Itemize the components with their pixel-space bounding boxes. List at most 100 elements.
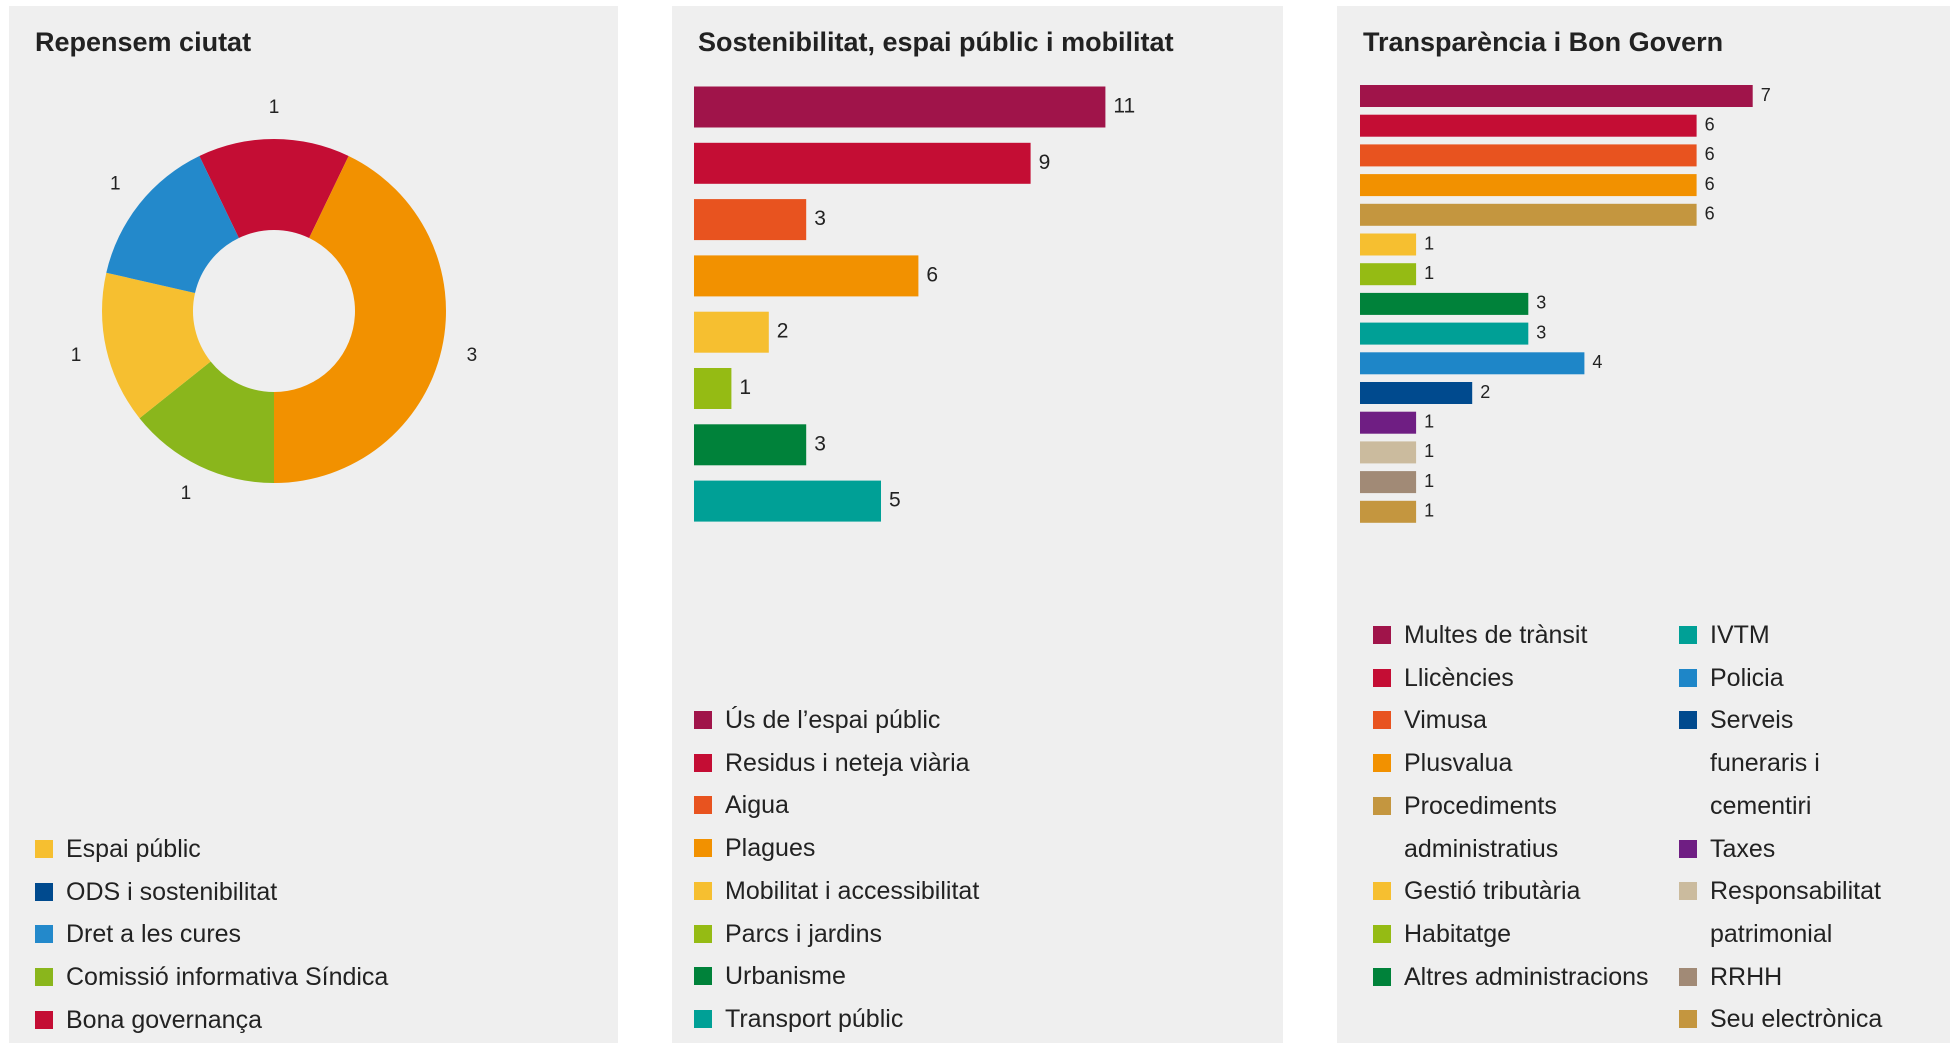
legend-item: Gestió tributària bbox=[1373, 870, 1653, 913]
legend-swatch bbox=[1373, 711, 1391, 730]
legend-item: Procediments administratius bbox=[1373, 785, 1653, 870]
bar bbox=[1360, 292, 1529, 315]
bar bbox=[1360, 144, 1697, 167]
value-label: 6 bbox=[1705, 174, 1715, 194]
value-label: 1 bbox=[1424, 233, 1434, 253]
legend-item: Urbanisme bbox=[694, 955, 1214, 998]
legend-swatch bbox=[694, 1009, 712, 1028]
legend-label: Llicències bbox=[1404, 663, 1514, 692]
value-label: 1 bbox=[181, 483, 192, 504]
legend-label: Comissió informativa Síndica bbox=[66, 963, 389, 992]
value-label: 1 bbox=[110, 173, 121, 194]
legend-item: Taxes bbox=[1679, 828, 1891, 871]
legend-item: Plusvalua bbox=[1373, 742, 1653, 785]
legend-item: IVTM bbox=[1679, 614, 1891, 657]
legend-item: RRHH bbox=[1679, 956, 1891, 999]
bar bbox=[694, 368, 732, 409]
value-label: 3 bbox=[1536, 322, 1546, 342]
value-label: 1 bbox=[269, 97, 280, 118]
value-label: 3 bbox=[467, 345, 478, 366]
legend-label: Aigua bbox=[725, 791, 789, 820]
bar bbox=[1360, 500, 1417, 523]
bar bbox=[694, 480, 881, 522]
bar bbox=[694, 199, 807, 241]
value-label: 1 bbox=[1424, 441, 1434, 461]
legend-item: Habitatge bbox=[1373, 913, 1653, 956]
legend-swatch bbox=[1679, 626, 1697, 644]
legend-swatch bbox=[694, 924, 712, 943]
slice bbox=[106, 156, 239, 293]
legend-label: Plagues bbox=[725, 834, 816, 863]
bar bbox=[1360, 85, 1753, 107]
bar bbox=[694, 142, 1031, 184]
legend-label: ODS i sostenibilitat bbox=[66, 877, 278, 906]
bar bbox=[1360, 441, 1417, 464]
legend-swatch bbox=[35, 968, 53, 987]
legend-label: Ús de l’espai públic bbox=[725, 706, 941, 734]
slice bbox=[102, 272, 211, 419]
legend-swatch bbox=[35, 1010, 53, 1029]
legend-label: Habitatge bbox=[1404, 919, 1512, 948]
legend: Ús de l’espai públic Residus i neteja vià… bbox=[694, 699, 1214, 1041]
bar bbox=[1360, 233, 1417, 256]
legend-label: Mobilitat i accessibilitat bbox=[725, 876, 980, 905]
bar bbox=[1360, 352, 1585, 375]
bar bbox=[1360, 114, 1697, 137]
legend: Multes de trànsit Llicències Vimusa Plusval… bbox=[1373, 614, 1653, 998]
bar bbox=[1360, 382, 1473, 404]
legend-label: Transport públic bbox=[725, 1004, 904, 1033]
legend-item: Transport públic bbox=[694, 998, 1214, 1041]
legend-item: Serveis funeraris i cementiri bbox=[1679, 699, 1891, 827]
legend-swatch bbox=[35, 925, 53, 944]
legend-item: Altres administracions bbox=[1373, 956, 1653, 999]
value-label: 7 bbox=[1761, 85, 1771, 105]
legend-item: Seu electrònica bbox=[1679, 998, 1891, 1041]
legend-label: Dret a les cures bbox=[66, 920, 242, 949]
legend-label: RRHH bbox=[1710, 962, 1783, 991]
legend-item: Dret a les cures bbox=[35, 913, 595, 956]
value-label: 1 bbox=[1424, 501, 1434, 521]
legend-label: Plusvalua bbox=[1404, 749, 1513, 778]
legend-item: Ús de l’espai públic bbox=[694, 699, 1214, 742]
legend-label: Seu electrònica bbox=[1710, 1005, 1883, 1034]
legend-item: Parcs i jardins bbox=[694, 913, 1214, 956]
legend-label: Vimusa bbox=[1404, 706, 1487, 735]
value-label: 3 bbox=[814, 207, 826, 230]
legend-swatch bbox=[1373, 626, 1391, 644]
value-label: 1 bbox=[71, 345, 82, 366]
slice bbox=[274, 156, 446, 483]
legend-swatch bbox=[1679, 668, 1697, 687]
legend-swatch bbox=[1373, 924, 1391, 943]
legend-item: Multes de trànsit bbox=[1373, 614, 1653, 657]
legend-label: Urbanisme bbox=[725, 962, 846, 991]
bar bbox=[1360, 174, 1697, 197]
legend-label: Bona governança bbox=[66, 1005, 262, 1034]
value-label: 6 bbox=[1705, 144, 1715, 164]
slice bbox=[139, 361, 274, 483]
legend-item: Espai públic bbox=[35, 828, 595, 871]
legend-label: IVTM bbox=[1710, 621, 1770, 649]
bar bbox=[1360, 203, 1697, 226]
legend-swatch bbox=[694, 881, 712, 900]
legend-item: Aigua bbox=[694, 784, 1214, 827]
legend-item: ODS i sostenibilitat bbox=[35, 871, 595, 914]
legend-swatch bbox=[694, 839, 712, 858]
value-label: 6 bbox=[1705, 114, 1715, 134]
bar bbox=[694, 311, 769, 353]
value-label: 1 bbox=[1424, 411, 1434, 431]
bar bbox=[1360, 322, 1529, 345]
bar bbox=[1360, 471, 1417, 494]
legend-item: Comissió informativa Síndica bbox=[35, 956, 595, 999]
legend-swatch bbox=[694, 753, 712, 772]
value-label: 3 bbox=[814, 432, 826, 455]
legend-swatch bbox=[1373, 796, 1391, 815]
legend-label: Serveis funeraris i cementiri bbox=[1710, 706, 1820, 820]
legend-swatch bbox=[694, 967, 712, 986]
value-label: 3 bbox=[1536, 293, 1546, 313]
legend-item: Plagues bbox=[694, 827, 1214, 870]
legend-label: Multes de trànsit bbox=[1404, 621, 1588, 649]
slice bbox=[199, 139, 349, 239]
legend: IVTM Policia Serveis funeraris i cementiri… bbox=[1679, 614, 1891, 1041]
